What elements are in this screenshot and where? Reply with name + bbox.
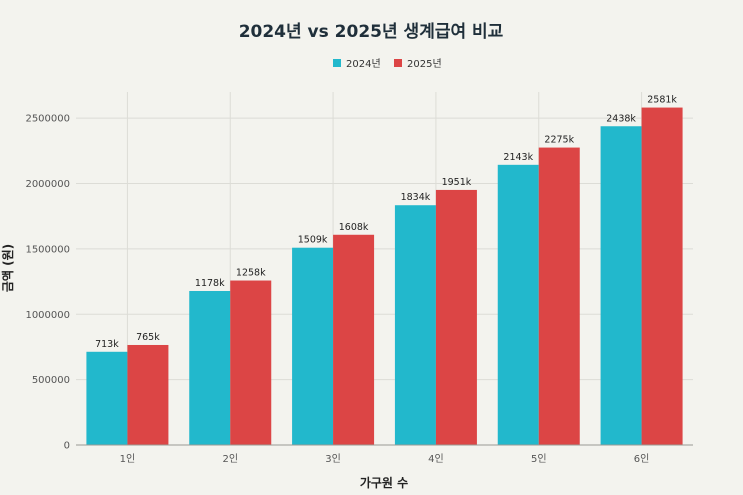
bar-value-label: 2581k xyxy=(647,95,677,106)
x-tick-label: 6인 xyxy=(634,453,650,465)
bar xyxy=(497,164,539,446)
bar xyxy=(600,126,642,445)
x-tick-label: 5인 xyxy=(531,453,547,465)
y-axis-ticks: 0 500000 1000000 1500000 2000000 2500000 xyxy=(25,114,70,452)
bar-value-label: 1834k xyxy=(401,192,431,203)
bar xyxy=(641,107,683,445)
bar xyxy=(394,205,436,445)
legend: 2024년 2025년 xyxy=(333,58,442,70)
bar-value-label: 1258k xyxy=(236,268,266,279)
x-tick-label: 2인 xyxy=(222,453,238,465)
x-tick-label: 4인 xyxy=(428,453,444,465)
y-tick-label: 0 xyxy=(64,441,70,452)
legend-label: 2025년 xyxy=(407,58,442,70)
y-axis-label: 금액 (원) xyxy=(1,244,15,292)
bars xyxy=(86,107,683,446)
bar-value-label: 1509k xyxy=(298,235,328,246)
bar-value-label: 2143k xyxy=(503,152,533,163)
x-axis-ticks: 1인 2인 3인 4인 5인 6인 xyxy=(120,453,650,465)
bar-value-label: 1951k xyxy=(442,177,472,188)
chart-title: 2024년 vs 2025년 생계급여 비교 xyxy=(239,22,504,42)
grid-lines xyxy=(76,92,693,445)
x-tick-label: 1인 xyxy=(120,453,136,465)
y-tick-label: 1500000 xyxy=(25,244,70,255)
bar-value-label: 2438k xyxy=(606,113,636,124)
bar xyxy=(189,290,231,445)
bar xyxy=(230,280,272,445)
bar-value-label: 1608k xyxy=(339,222,369,233)
y-tick-label: 2500000 xyxy=(25,114,70,125)
y-tick-label: 1000000 xyxy=(25,310,70,321)
bar xyxy=(435,189,477,445)
legend-label: 2024년 xyxy=(346,58,381,70)
legend-swatch xyxy=(394,59,402,67)
bar xyxy=(86,351,128,445)
bar-value-label: 1178k xyxy=(195,278,225,289)
y-tick-label: 2000000 xyxy=(25,179,70,190)
bar-labels: 713k 1178k 1509k 1834k 2143k 2438k 765k 1258k 16… xyxy=(95,95,677,350)
x-axis-label: 가구원 수 xyxy=(360,475,408,490)
bar xyxy=(333,234,375,445)
bar xyxy=(538,147,580,445)
bar-value-label: 2275k xyxy=(544,135,574,146)
bar-value-label: 713k xyxy=(95,339,119,350)
bar-value-label: 765k xyxy=(136,332,160,343)
legend-swatch xyxy=(333,59,341,67)
x-tick-label: 3인 xyxy=(325,453,341,465)
bar xyxy=(127,344,169,445)
y-tick-label: 500000 xyxy=(32,375,70,386)
bar xyxy=(292,247,334,445)
